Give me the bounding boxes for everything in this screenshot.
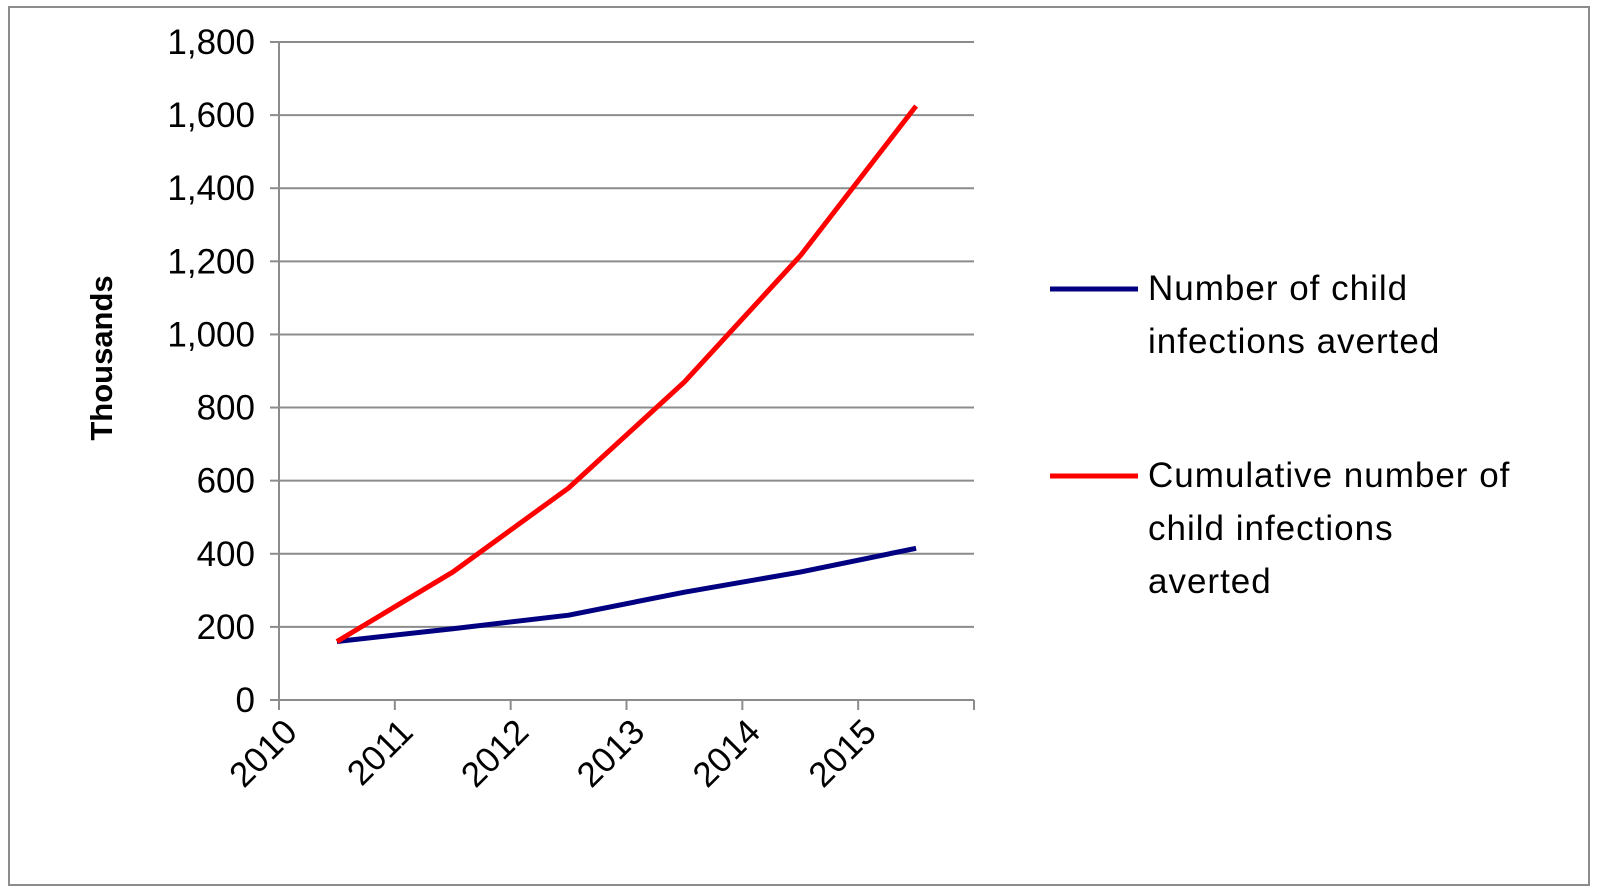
legend-label-2: child infections: [1148, 509, 1394, 548]
y-tick-label: 800: [197, 389, 255, 428]
chart-canvas: 0 200 400 600 800 1,000 1,200 1,400 1,600 1,800 2…: [84, 23, 1510, 795]
legend-label-1: Number of child: [1148, 269, 1408, 308]
series-lines: [335, 104, 919, 644]
legend: Number of child infections averted Cumulat…: [1050, 269, 1510, 601]
x-tick-label: 2012: [454, 712, 537, 795]
grid-lines: [279, 41, 974, 628]
chart-frame: 0 200 400 600 800 1,000 1,200 1,400 1,600 1,800 2…: [8, 6, 1590, 886]
y-tick-label: 1,800: [167, 23, 255, 62]
y-tick-label: 400: [197, 535, 255, 574]
x-tick-labels: 2010 2011 2012 2013 2014 2015: [222, 712, 884, 795]
x-tick-label: 2015: [801, 712, 884, 795]
legend-label-2: Cumulative number of: [1148, 456, 1510, 495]
x-tick-label: 2010: [222, 712, 305, 795]
series-line-1: [336, 545, 917, 644]
y-tick-label: 1,000: [167, 315, 255, 354]
axes: [270, 41, 975, 710]
x-tick-label: 2013: [570, 712, 653, 795]
x-tick-label: 2014: [685, 712, 768, 795]
y-tick-labels: 0 200 400 600 800 1,000 1,200 1,400 1,600 1,800: [167, 23, 255, 720]
y-tick-label: 0: [236, 681, 255, 720]
y-tick-label: 600: [197, 462, 255, 501]
y-axis-title: Thousands: [84, 275, 119, 440]
y-tick-label: 1,600: [167, 96, 255, 135]
y-tick-label: 1,400: [167, 169, 255, 208]
legend-label-1: infections averted: [1148, 322, 1440, 361]
y-tick-label: 1,200: [167, 242, 255, 281]
y-tick-label: 200: [197, 608, 255, 647]
series-line-2: [335, 104, 919, 644]
legend-label-2: averted: [1148, 562, 1272, 601]
x-tick-label: 2011: [340, 712, 421, 793]
